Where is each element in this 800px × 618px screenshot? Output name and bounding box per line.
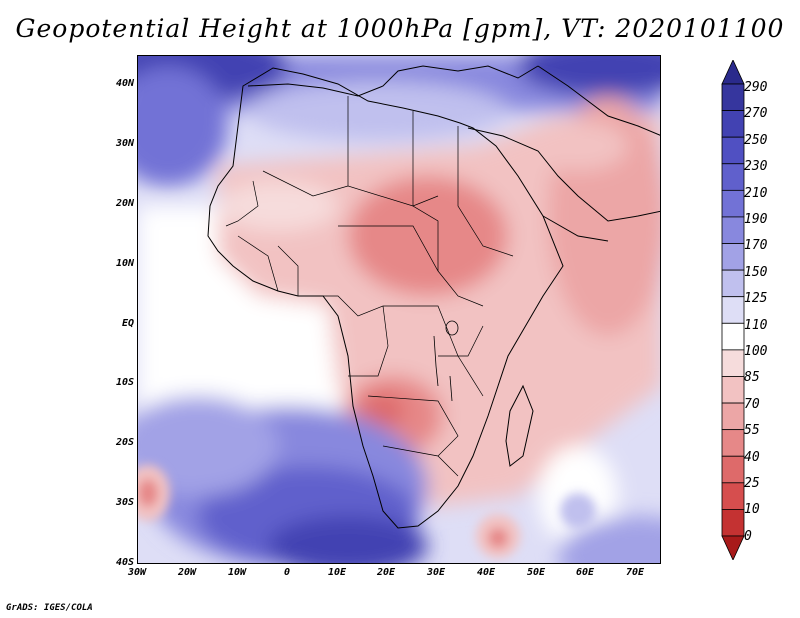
lakes bbox=[433, 320, 459, 402]
lon-label-30e: 30E bbox=[426, 567, 446, 578]
colorbar-swatch bbox=[721, 535, 745, 560]
colorbar-label: 170 bbox=[744, 238, 768, 253]
colorbar-label: 10 bbox=[744, 502, 760, 517]
colorbar-swatch bbox=[721, 509, 745, 537]
colorbar-label: 100 bbox=[744, 344, 768, 359]
colorbar-swatch bbox=[721, 402, 745, 431]
map-panel bbox=[137, 55, 661, 564]
lat-label-20n: 20N bbox=[115, 198, 134, 209]
lon-label-30w: 30W bbox=[127, 567, 147, 578]
footer-credit: GrADS: IGES/COLA bbox=[6, 603, 93, 613]
colorbar-swatch bbox=[721, 269, 745, 298]
madagascar-coastline bbox=[505, 384, 534, 467]
colorbar-label: 290 bbox=[744, 80, 768, 95]
europe-coastline bbox=[247, 65, 539, 97]
colorbar-swatch bbox=[721, 429, 745, 457]
lat-label-20s: 20S bbox=[115, 437, 134, 448]
colorbar-swatch bbox=[721, 216, 745, 244]
colorbar-label: 230 bbox=[744, 159, 768, 174]
colorbar-label: 40 bbox=[744, 450, 760, 465]
colorbar-label: 250 bbox=[744, 133, 768, 148]
colorbar-label: 210 bbox=[744, 186, 768, 201]
lat-label-10n: 10N bbox=[115, 258, 134, 269]
lon-label-20e: 20E bbox=[376, 567, 396, 578]
colorbar-label: 190 bbox=[744, 212, 768, 227]
lon-label-40e: 40E bbox=[476, 567, 496, 578]
plot-title: Geopotential Height at 1000hPa [gpm], VT… bbox=[15, 14, 785, 43]
field-shading bbox=[138, 56, 660, 563]
colorbar-swatch bbox=[721, 83, 745, 111]
colorbar-swatch bbox=[721, 296, 745, 324]
lon-label-10w: 10W bbox=[227, 567, 247, 578]
lon-label-70e: 70E bbox=[625, 567, 645, 578]
colorbar-swatch bbox=[721, 322, 745, 351]
lon-label-20w: 20W bbox=[177, 567, 197, 578]
colorbar-label: 150 bbox=[744, 265, 768, 280]
colorbar-swatch bbox=[721, 376, 745, 404]
colorbar-label: 0 bbox=[744, 529, 752, 544]
colorbar bbox=[721, 60, 745, 560]
colorbar-label: 55 bbox=[744, 423, 760, 438]
colorbar-swatch bbox=[721, 110, 745, 138]
colorbar-label: 25 bbox=[744, 476, 760, 491]
field-lows bbox=[138, 465, 596, 558]
lat-label-40s: 40S bbox=[115, 557, 134, 568]
lon-label-0: 0 bbox=[283, 567, 291, 578]
colorbar-label: 110 bbox=[744, 318, 768, 333]
coastlines bbox=[207, 65, 660, 529]
colorbar-label: 70 bbox=[744, 397, 760, 412]
colorbar-label: 85 bbox=[744, 370, 760, 385]
africa-coastline bbox=[207, 67, 564, 529]
lat-label-10s: 10S bbox=[115, 377, 134, 388]
lat-label-40n: 40N bbox=[115, 78, 134, 89]
arabia-coastline bbox=[467, 127, 660, 222]
lon-label-10e: 10E bbox=[327, 567, 347, 578]
colorbar-label: 270 bbox=[744, 106, 768, 121]
colorbar-label: 125 bbox=[744, 291, 768, 306]
colorbar-swatch bbox=[721, 349, 745, 377]
colorbar-swatch bbox=[721, 189, 745, 218]
lon-label-60e: 60E bbox=[575, 567, 595, 578]
lat-label-30s: 30S bbox=[115, 497, 134, 508]
colorbar-swatch bbox=[721, 60, 745, 85]
colorbar-swatch bbox=[721, 243, 745, 271]
colorbar-swatch bbox=[721, 455, 745, 484]
country-borders bbox=[225, 96, 514, 477]
lon-label-50e: 50E bbox=[526, 567, 546, 578]
colorbar-swatch bbox=[721, 136, 745, 165]
map-canvas bbox=[138, 56, 660, 563]
lat-label-30n: 30N bbox=[115, 138, 134, 149]
colorbar-swatch bbox=[721, 482, 745, 510]
lat-label-eq: EQ bbox=[121, 318, 134, 329]
colorbar-swatch bbox=[721, 163, 745, 191]
